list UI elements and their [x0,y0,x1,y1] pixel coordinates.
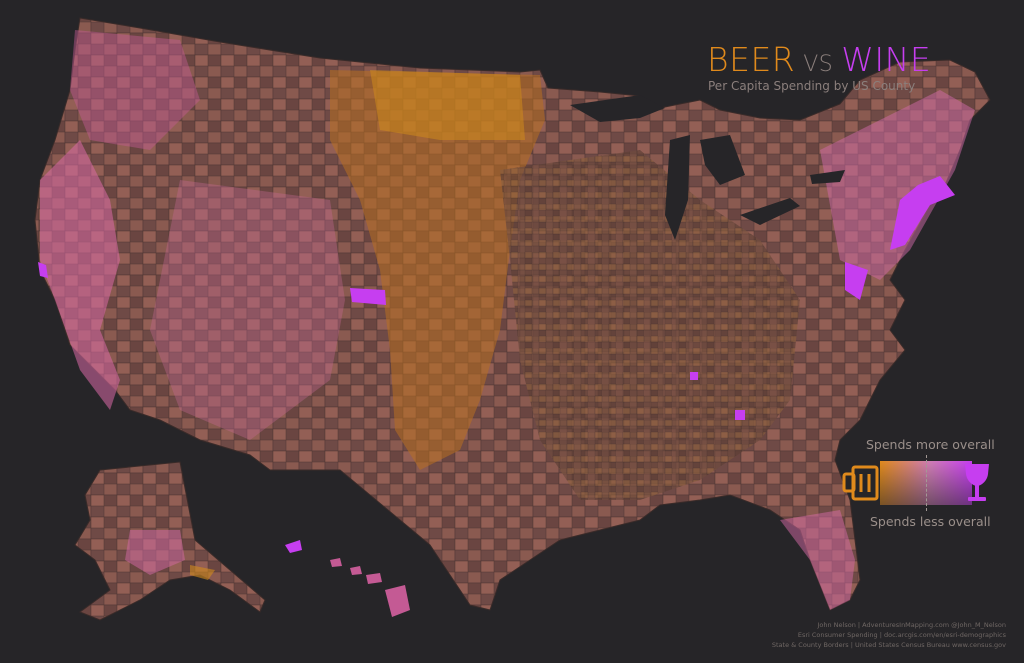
lake-michigan [665,135,690,240]
lake-ontario [810,170,845,184]
lake-erie [740,198,800,225]
hawaii-big-island [385,585,410,617]
contiguous-us-landmass [34,17,991,611]
wine-glass-icon [965,464,989,501]
title-vs: VS [803,52,834,77]
credits-block: John Nelson | AdventuresInMapping.com @J… [772,620,1006,650]
great-lakes [570,95,845,240]
wine-hotspots [38,176,955,553]
midwest-county-texture [500,150,800,500]
florida-wine-region [780,510,855,610]
plains-beer-region [330,70,545,470]
lake-superior [570,95,665,122]
northwest-wine-region [70,30,200,150]
hotspot-nashville [690,372,698,380]
legend-more-label: Spends more overall [866,437,995,452]
alaska-wine-region [125,530,185,575]
credits-line-3: State & County Borders | United States C… [771,641,1006,649]
hotspot-boston-nyc [890,176,955,250]
title-beer: BEER [707,40,796,79]
legend-less-label: Spends less overall [870,514,991,529]
pacific-wine-region [40,140,120,410]
hotspot-dc [845,262,868,300]
mountain-wine-region [150,180,345,440]
credits-line-1: John Nelson | AdventuresInMapping.com @J… [817,621,1006,629]
map-title: BEER VS WINE [707,40,931,85]
alaska-panhandle-beer [190,565,215,580]
hawaii-oahu [350,566,362,575]
hotspot-hawaii-big-island [285,540,302,553]
beer-mug-icon [842,465,879,501]
hawaii-islands [330,558,410,617]
hotspot-bay-area [38,262,48,278]
map-subtitle: Per Capita Spending by US County [708,79,916,93]
lake-huron [700,135,745,185]
northeast-wine-region [820,90,975,280]
hotspot-atlanta [735,410,745,420]
hawaii-kauai [330,558,342,567]
hawaii-maui [366,573,382,584]
credits-line-2: Esri Consumer Spending | doc.arcgis.com/… [797,631,1006,639]
hotspot-colorado [350,288,386,305]
title-wine: WINE [841,40,932,79]
north-dakota-beer [370,70,525,140]
legend-divider [926,455,927,511]
